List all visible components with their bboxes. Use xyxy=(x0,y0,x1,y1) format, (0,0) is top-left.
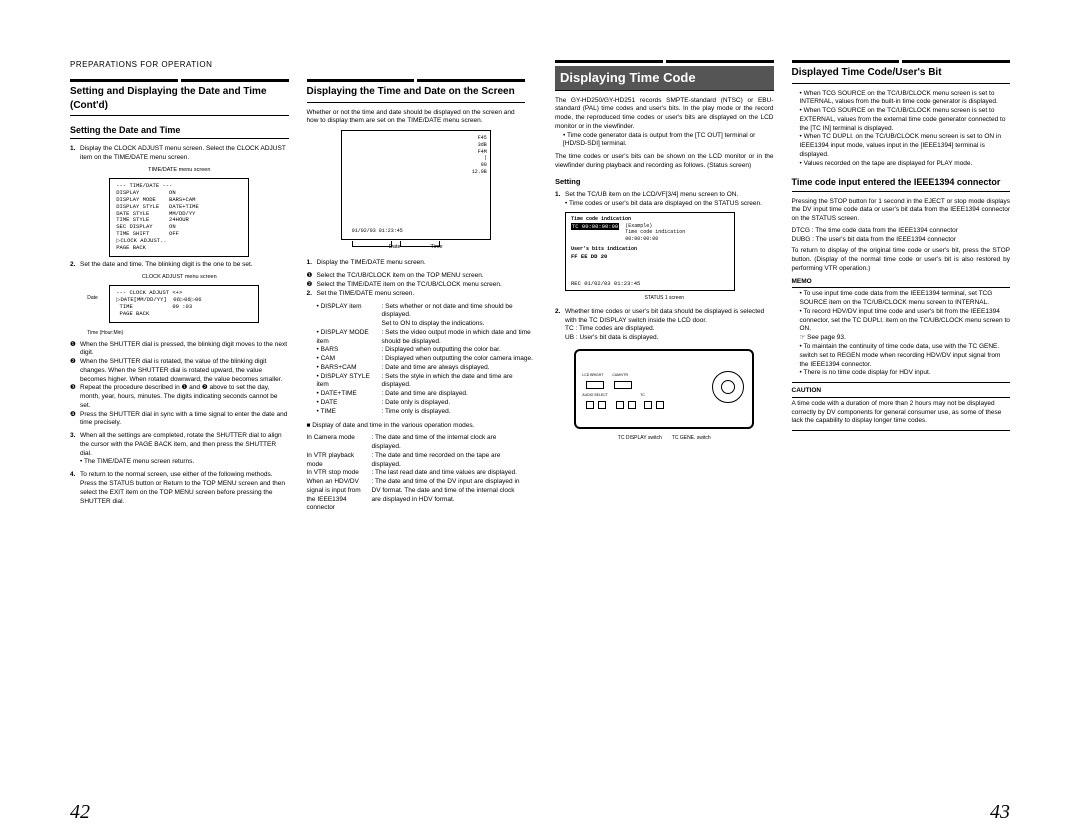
label-tc-gene-switch: TC GENE. switch xyxy=(672,435,711,442)
substep-2: When the SHUTTER dial is rotated, the va… xyxy=(80,358,289,384)
sub-setting-datetime: Setting the Date and Time xyxy=(70,124,289,139)
setting-head: Setting xyxy=(555,177,774,187)
tc-bullet1: Time code generator data is output from … xyxy=(563,132,774,150)
db2: When TCG SOURCE on the TC/UB/CLOCK menu … xyxy=(800,107,1011,133)
section-title: Setting and Displaying the Date and Time… xyxy=(70,85,289,116)
ieee1: Pressing the STOP button for 1 second in… xyxy=(792,198,1011,224)
lcd-panel-diagram: LCD BRIGHT CAM/VTR AUDIO SELECT TC xyxy=(574,349,754,429)
section-title-2: Displaying the Time and Date on the Scre… xyxy=(307,85,526,103)
page-number-right: 43 xyxy=(990,801,1010,824)
footnote-modes: Display of date and time in the various … xyxy=(312,422,474,429)
rstep-2: Set the TIME/DATE menu screen. xyxy=(317,290,526,299)
status-indicator: Time code indication TC 00:00:00:00 (Exa… xyxy=(565,212,735,291)
label-date: Date xyxy=(87,295,98,302)
memo-box: MEMO To use input time code data from th… xyxy=(792,278,1011,383)
display-defs: • DISPLAY item: Sets whether or not date… xyxy=(317,303,536,417)
label-tc-display-switch: TC DISPLAY switch xyxy=(618,435,662,442)
page-number-left: 42 xyxy=(70,801,90,824)
tc-intro2: The time codes or user's bits can be sho… xyxy=(555,153,774,171)
header: PREPARATIONS FOR OPERATION xyxy=(70,60,525,69)
substep-3: Repeat the procedure described in ❶ and … xyxy=(80,384,289,410)
substep-4: Press the SHUTTER dial in sync with a ti… xyxy=(80,411,289,429)
section-title-rev: Displaying Time Code xyxy=(555,66,774,91)
s1: Set the TC/UB item on the LCD/VF[3/4] me… xyxy=(565,191,774,209)
step-3: When all the settings are completed, rot… xyxy=(80,432,289,467)
db4: Values recorded on the tape are displaye… xyxy=(800,160,1011,169)
section-displayed-tc-head: Displayed Time Code/User's Bit xyxy=(792,60,1011,84)
section-setting-datetime-head: Setting and Displaying the Date and Time… xyxy=(70,79,289,116)
db1: When TCG SOURCE on the TC/UB/CLOCK menu … xyxy=(800,90,1011,108)
rstep-1: Display the TIME/DATE menu screen. xyxy=(317,259,526,268)
db3: When TC DUPLI. on the TC/UB/CLOCK menu s… xyxy=(800,133,1011,159)
sub-ieee1394: Time code input entered the IEEE1394 con… xyxy=(792,176,1011,191)
status-caption: STATUS 1 screen xyxy=(555,295,774,302)
section-timecode-head: Displaying Time Code xyxy=(555,60,774,91)
section-title-3: Displayed Time Code/User's Bit xyxy=(792,66,1011,84)
mode-defs: In Camera mode: The date and time of the… xyxy=(307,434,526,513)
intro-display: Whether or not the time and date should … xyxy=(307,109,526,127)
step-4: To return to the normal screen, use eith… xyxy=(80,471,289,506)
step-1: Display the CLOCK ADJUST menu screen. Se… xyxy=(80,145,289,163)
step-2: Set the date and time. The blinking digi… xyxy=(80,261,289,270)
menu2-caption: CLOCK ADJUST menu screen xyxy=(70,274,289,281)
screen-diagram: F45 3dB F4M | 90 12.0B 01/02/03 01:23:45 xyxy=(341,130,491,240)
s2: Whether time codes or user's bit data sh… xyxy=(565,308,774,343)
menu-timedate: --- TIME/DATE --- DISPLAY ON DISPLAY MOD… xyxy=(109,178,249,257)
ieee2: DTCG : The time code data from the IEEE1… xyxy=(792,227,1011,245)
menu-clock-adjust: --- CLOCK ADJUST <+> ▷DATE[MM/DD/YY] 06▷… xyxy=(109,285,259,323)
ieee3: To return to display of the original tim… xyxy=(792,247,1011,273)
tc-intro1: The GY-HD250/GY-HD251 records SMPTE-stan… xyxy=(555,97,774,132)
rsubstep-2: Select the TIME/DATE item on the TC/UB/C… xyxy=(317,281,526,290)
label-time: Time (Hour:Min) xyxy=(87,330,123,337)
substep-1: When the SHUTTER dial is pressed, the bl… xyxy=(80,341,289,359)
section-display-datetime-head: Displaying the Time and Date on the Scre… xyxy=(307,79,526,103)
caution-box: CAUTION A time code with a duration of m… xyxy=(792,387,1011,431)
menu1-caption: TIME/DATE menu screen xyxy=(70,167,289,174)
rsubstep-1: Select the TC/UB/CLOCK item on the TOP M… xyxy=(317,272,526,281)
